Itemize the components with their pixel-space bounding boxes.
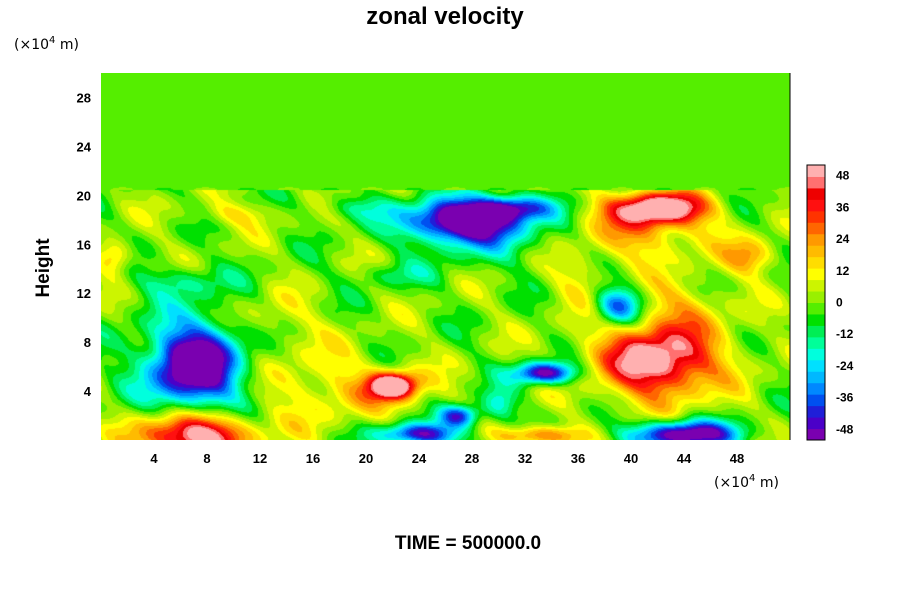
x-tick-label: 12	[253, 451, 267, 466]
colorbar-tick-label: -12	[836, 327, 854, 341]
x-tick-label: 20	[359, 451, 373, 466]
chart-title: zonal velocity	[366, 3, 524, 30]
y-axis-ticks: 4 8 12 16 20 24 28	[77, 90, 92, 399]
colorbar-swatch	[807, 291, 825, 303]
colorbar-tick-label: -36	[836, 391, 854, 405]
colorbar-swatch	[807, 233, 825, 246]
y-axis-label: Height	[33, 238, 54, 298]
y-tick-label: 12	[77, 286, 91, 301]
y-tick-label: 16	[77, 237, 91, 252]
colorbar-swatch	[807, 279, 825, 292]
colorbar-swatch	[807, 325, 825, 338]
x-tick-label: 28	[465, 451, 479, 466]
x-tick-label: 16	[306, 451, 320, 466]
colorbar-swatch	[807, 371, 825, 384]
colorbar-ticks: 48 36 24 12 0 -12 -24 -36 -48	[836, 169, 854, 437]
colorbar-swatch	[807, 176, 825, 189]
colorbar-tick-label: 0	[836, 296, 843, 310]
colorbar-swatch	[807, 359, 825, 372]
colorbar-tick-label: 12	[836, 264, 850, 278]
colorbar-swatch	[807, 417, 825, 430]
x-tick-label: 8	[203, 451, 210, 466]
colorbar-swatch	[807, 245, 825, 258]
colorbar-swatch	[807, 222, 825, 235]
x-tick-label: 48	[730, 451, 744, 466]
time-label: TIME = 500000.0	[395, 533, 541, 554]
x-tick-label: 32	[518, 451, 532, 466]
x-tick-label: 40	[624, 451, 638, 466]
x-axis-ticks: 4 8 12 16 20 24 28 32 36 40 44 48	[150, 451, 744, 466]
colorbar-swatch	[807, 210, 825, 223]
y-tick-label: 8	[84, 335, 91, 350]
colorbar-frame	[806, 164, 826, 441]
colorbar-swatch	[807, 256, 825, 269]
colorbar-tick-label: 24	[836, 232, 850, 246]
colorbar	[806, 164, 826, 441]
colorbar-swatch	[807, 336, 825, 349]
y-tick-label: 20	[77, 188, 91, 203]
x-tick-label: 36	[571, 451, 585, 466]
colorbar-swatch	[807, 199, 825, 212]
y-unit-label: (×104 m)	[14, 35, 79, 53]
colorbar-swatch	[807, 428, 825, 441]
x-unit-label: (×104 m)	[714, 473, 779, 491]
velocity-field	[101, 73, 790, 440]
y-tick-label: 24	[77, 139, 92, 154]
colorbar-swatch	[807, 268, 825, 281]
colorbar-swatch	[807, 348, 825, 361]
colorbar-swatch	[807, 382, 825, 395]
colorbar-tick-label: 48	[836, 169, 850, 183]
colorbar-swatch	[807, 165, 825, 177]
colorbar-swatch	[807, 187, 825, 200]
x-tick-label: 44	[677, 451, 692, 466]
colorbar-tick-label: 36	[836, 200, 850, 214]
colorbar-tick-label: -48	[836, 422, 854, 436]
x-tick-label: 24	[412, 451, 427, 466]
y-tick-label: 4	[84, 384, 92, 399]
colorbar-swatch	[807, 394, 825, 407]
colorbar-swatch	[807, 405, 825, 418]
colorbar-tick-label: -24	[836, 359, 854, 373]
plot-area	[101, 73, 790, 440]
colorbar-swatch	[807, 313, 825, 326]
colorbar-swatch	[807, 302, 825, 315]
y-tick-label: 28	[77, 90, 91, 105]
x-tick-label: 4	[150, 451, 158, 466]
